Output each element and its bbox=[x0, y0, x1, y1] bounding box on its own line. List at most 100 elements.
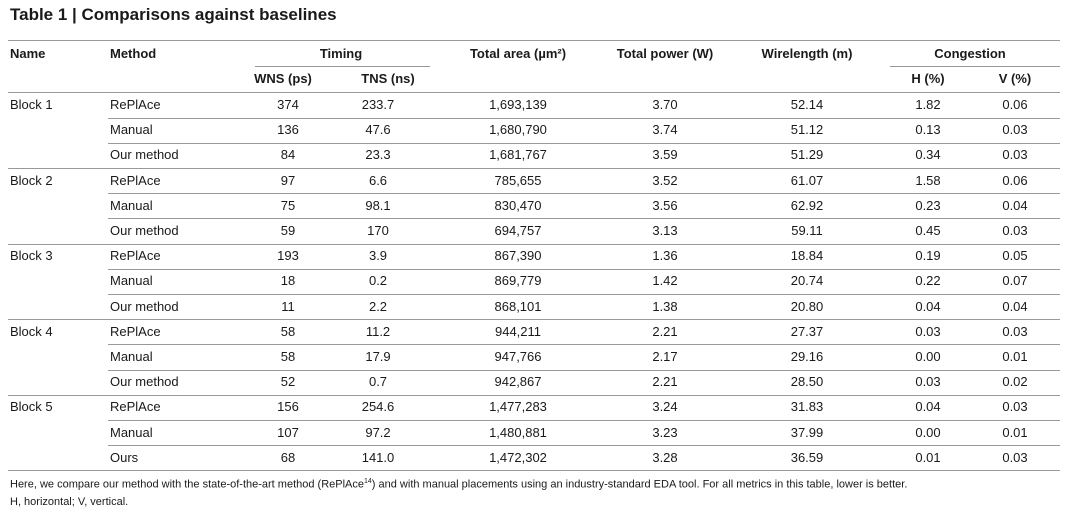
value-cell: 141.0 bbox=[361, 449, 395, 465]
subcolumn-header: V (%) bbox=[998, 71, 1032, 86]
method-cell: RePlAce bbox=[110, 323, 161, 339]
value-cell: 0.22 bbox=[915, 273, 941, 289]
footnote-text: Here, we compare our method with the sta… bbox=[10, 478, 364, 491]
value-cell: 20.80 bbox=[790, 298, 824, 314]
value-cell: 51.29 bbox=[790, 147, 824, 163]
rule bbox=[108, 218, 1060, 220]
value-cell: 1,693,139 bbox=[489, 97, 547, 112]
value-cell: 18 bbox=[280, 273, 296, 289]
column-header: Method bbox=[110, 46, 157, 61]
rule bbox=[108, 445, 1060, 447]
value-cell: 868,101 bbox=[494, 298, 542, 314]
value-cell: 694,757 bbox=[494, 223, 542, 238]
value-cell: 0.03 bbox=[915, 323, 941, 339]
value-cell: 0.02 bbox=[1002, 374, 1028, 390]
value-cell: 6.6 bbox=[368, 172, 388, 188]
value-cell: 3.9 bbox=[368, 248, 388, 264]
subcolumn-header: H (%) bbox=[911, 71, 945, 86]
value-cell: 254.6 bbox=[361, 399, 395, 415]
value-cell: 947,766 bbox=[494, 349, 542, 364]
value-cell: 3.70 bbox=[652, 97, 678, 112]
value-cell: 0.03 bbox=[1002, 147, 1028, 163]
footnote-text: ) and with manual placements using an in… bbox=[371, 478, 908, 491]
method-cell: Ours bbox=[110, 449, 139, 465]
method-cell: Manual bbox=[110, 197, 153, 213]
method-cell: Our method bbox=[110, 223, 179, 238]
column-header: Total power (W) bbox=[616, 46, 714, 61]
value-cell: 233.7 bbox=[361, 97, 395, 112]
value-cell: 3.56 bbox=[652, 197, 678, 213]
value-cell: 18.84 bbox=[790, 248, 824, 264]
method-cell: Our method bbox=[110, 298, 179, 314]
value-cell: 59 bbox=[280, 223, 296, 238]
value-cell: 785,655 bbox=[494, 172, 542, 188]
value-cell: 156 bbox=[277, 399, 299, 415]
value-cell: 20.74 bbox=[790, 273, 824, 289]
value-cell: 1,472,302 bbox=[489, 449, 547, 465]
value-cell: 62.92 bbox=[790, 197, 824, 213]
value-cell: 1,681,767 bbox=[489, 147, 547, 163]
value-cell: 1.36 bbox=[652, 248, 678, 264]
value-cell: 0.03 bbox=[915, 374, 941, 390]
value-cell: 0.03 bbox=[1002, 449, 1028, 465]
method-cell: Manual bbox=[110, 349, 153, 364]
value-cell: 97.2 bbox=[365, 424, 391, 440]
value-cell: 2.21 bbox=[652, 374, 678, 390]
column-header: Congestion bbox=[934, 46, 1006, 61]
method-cell: Manual bbox=[110, 273, 153, 289]
value-cell: 0.04 bbox=[915, 399, 941, 415]
rule bbox=[255, 66, 430, 67]
value-cell: 1.38 bbox=[652, 298, 678, 314]
value-cell: 36.59 bbox=[790, 449, 824, 465]
rule bbox=[108, 268, 1060, 270]
value-cell: 84 bbox=[280, 147, 296, 163]
rule bbox=[8, 470, 1060, 472]
value-cell: 1.82 bbox=[915, 97, 941, 112]
value-cell: 75 bbox=[280, 197, 296, 213]
block-name: Block 5 bbox=[10, 399, 53, 415]
value-cell: 0.03 bbox=[1002, 323, 1028, 339]
column-header: Wirelength (m) bbox=[761, 46, 853, 61]
value-cell: 58 bbox=[280, 349, 296, 364]
value-cell: 27.37 bbox=[790, 323, 824, 339]
rule bbox=[8, 394, 1060, 396]
rule bbox=[108, 142, 1060, 144]
value-cell: 0.34 bbox=[915, 147, 941, 163]
value-cell: 0.03 bbox=[1002, 223, 1028, 238]
footnote-ref: 14 bbox=[364, 478, 372, 485]
rule bbox=[108, 369, 1060, 371]
value-cell: 0.07 bbox=[1002, 273, 1028, 289]
value-cell: 374 bbox=[277, 97, 299, 112]
method-cell: Our method bbox=[110, 374, 179, 390]
value-cell: 23.3 bbox=[365, 147, 391, 163]
value-cell: 61.07 bbox=[790, 172, 824, 188]
value-cell: 0.00 bbox=[915, 349, 941, 364]
table-title: Table 1 | Comparisons against baselines bbox=[10, 5, 337, 24]
value-cell: 3.13 bbox=[652, 223, 678, 238]
method-cell: RePlAce bbox=[110, 172, 161, 188]
value-cell: 11 bbox=[281, 298, 295, 314]
value-cell: 170 bbox=[367, 223, 389, 238]
value-cell: 58 bbox=[280, 323, 296, 339]
column-header: Name bbox=[10, 46, 46, 61]
value-cell: 3.28 bbox=[652, 449, 678, 465]
value-cell: 97 bbox=[280, 172, 296, 188]
value-cell: 1,480,881 bbox=[489, 424, 547, 440]
rule bbox=[8, 92, 1060, 93]
value-cell: 51.12 bbox=[790, 122, 824, 138]
subcolumn-header: WNS (ps) bbox=[254, 71, 312, 86]
value-cell: 31.83 bbox=[790, 399, 824, 415]
value-cell: 107 bbox=[277, 424, 299, 440]
value-cell: 0.04 bbox=[1002, 197, 1028, 213]
value-cell: 0.01 bbox=[1002, 424, 1028, 440]
method-cell: RePlAce bbox=[110, 399, 161, 415]
value-cell: 830,470 bbox=[494, 197, 542, 213]
rule bbox=[8, 40, 1060, 41]
value-cell: 2.2 bbox=[368, 298, 388, 314]
method-cell: RePlAce bbox=[110, 248, 161, 264]
value-cell: 1,477,283 bbox=[489, 399, 547, 415]
value-cell: 68 bbox=[280, 449, 296, 465]
value-cell: 52 bbox=[280, 374, 296, 390]
value-cell: 0.45 bbox=[915, 223, 941, 238]
